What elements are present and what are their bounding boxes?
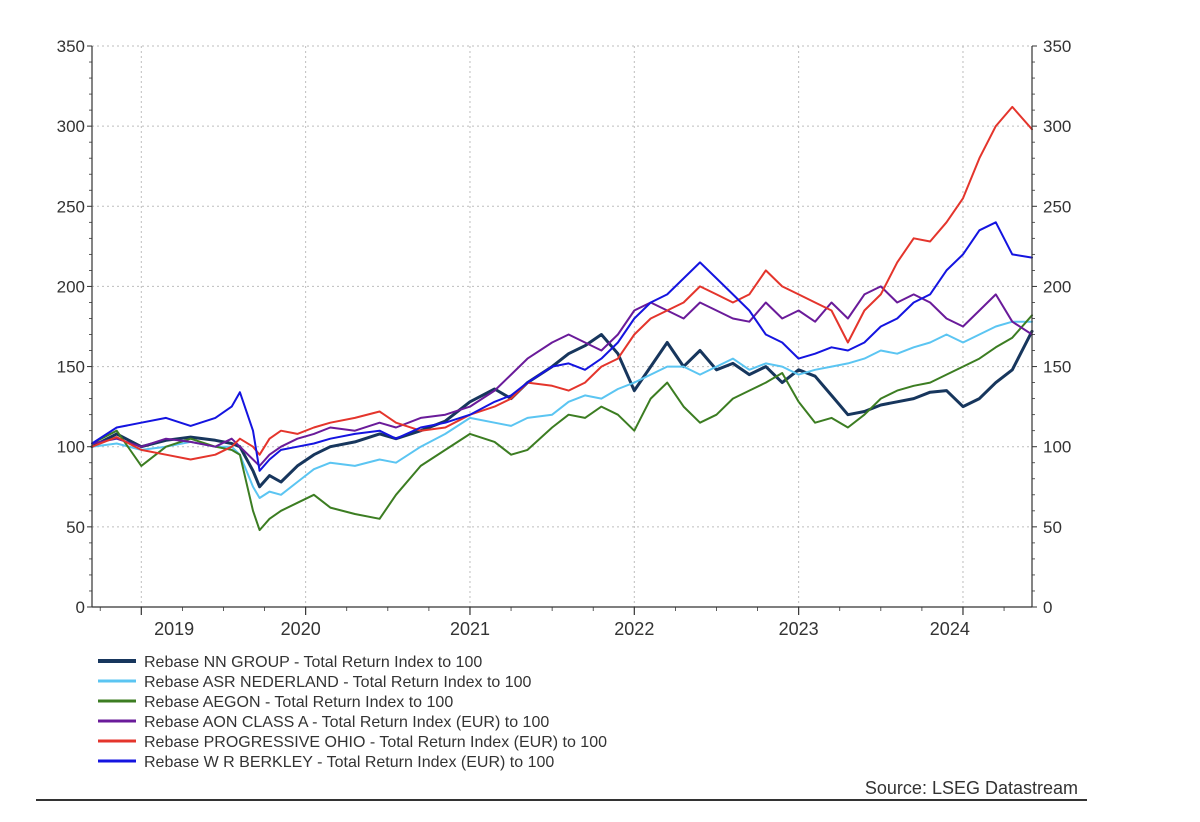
series-lines — [90, 105, 1034, 532]
y-tick-label-right: 300 — [1043, 117, 1071, 136]
y-tick-label-left: 350 — [57, 37, 85, 56]
series-line-6 — [91, 221, 1033, 472]
y-tick-label-right: 50 — [1043, 518, 1062, 537]
y-tick-label-right: 250 — [1043, 197, 1071, 216]
legend-label: Rebase NN GROUP - Total Return Index to … — [144, 654, 482, 671]
x-tick-label: 2020 — [281, 619, 321, 639]
legend-label: Rebase AEGON - Total Return Index to 100 — [144, 694, 453, 711]
grid — [92, 45, 1032, 607]
x-tick-label: 2021 — [450, 619, 490, 639]
legend-label: Rebase W R BERKLEY - Total Return Index … — [144, 754, 554, 771]
legend-label: Rebase ASR NEDERLAND - Total Return Inde… — [144, 674, 532, 691]
legend-label: Rebase AON CLASS A - Total Return Index … — [144, 714, 549, 731]
legend-label: Rebase PROGRESSIVE OHIO - Total Return I… — [144, 734, 607, 751]
y-tick-label-left: 250 — [57, 197, 85, 216]
y-tick-label-left: 150 — [57, 358, 85, 377]
y-tick-label-left: 0 — [76, 598, 85, 617]
series-line-1 — [90, 329, 1034, 489]
y-tick-label-left: 50 — [66, 518, 85, 537]
series-line-3 — [91, 314, 1033, 532]
series-line-2 — [91, 320, 1033, 499]
x-tick-label: 2022 — [614, 619, 654, 639]
source-label: Source: LSEG Datastream — [865, 778, 1078, 798]
x-tick-label: 2023 — [779, 619, 819, 639]
x-tick-label: 2024 — [930, 619, 970, 639]
y-tick-label-right: 150 — [1043, 358, 1071, 377]
y-tick-label-left: 100 — [57, 438, 85, 457]
y-tick-label-left: 200 — [57, 277, 85, 296]
y-tick-label-right: 0 — [1043, 598, 1052, 617]
y-tick-label-right: 350 — [1043, 37, 1071, 56]
axes: 0 0 50 50 100 100 150 150 200 200 250 250 300 300 350 3… — [57, 37, 1072, 639]
legend: Rebase NN GROUP - Total Return Index to … — [98, 654, 607, 771]
x-tick-label: 2019 — [154, 619, 194, 639]
y-tick-label-left: 300 — [57, 117, 85, 136]
series-line-5 — [91, 105, 1033, 461]
y-tick-label-right: 100 — [1043, 438, 1071, 457]
y-tick-label-right: 200 — [1043, 277, 1071, 296]
